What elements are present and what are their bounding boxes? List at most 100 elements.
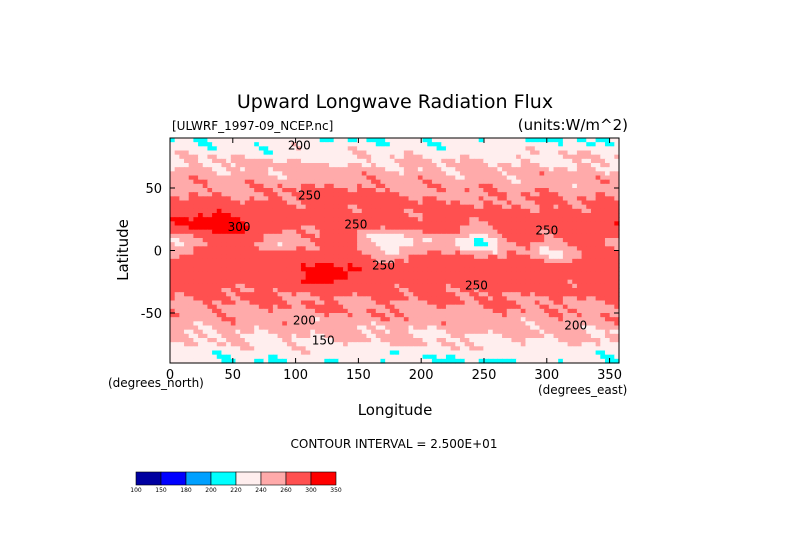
flux-cell [590,254,597,260]
flux-cell [534,263,541,268]
flux-cell [427,138,433,143]
flux-cell [263,146,269,152]
flux-cell [314,283,321,289]
flux-cell [399,208,405,214]
flux-cell [202,225,209,231]
flux-cell [403,188,410,193]
flux-cell [221,275,227,281]
flux-cell [235,196,241,202]
flux-cell [244,204,251,210]
flux-cell [263,283,269,289]
flux-cell [567,308,573,314]
flux-cell [464,171,470,177]
flux-cell [492,158,498,164]
flux-cell [572,179,578,185]
flux-cell [520,229,527,235]
flux-cell [497,233,503,239]
flux-cell [525,296,531,302]
flux-cell [511,321,517,327]
flux-cell [436,325,442,331]
flux-cell [333,225,339,231]
flux-cell [366,167,372,172]
flux-cell [441,192,447,197]
flux-cell [291,142,297,147]
flux-cell [385,225,391,231]
flux-cell [450,296,456,302]
flux-cell [221,271,227,277]
flux-cell [174,171,180,177]
flux-cell [403,163,410,168]
flux-cell [324,321,330,327]
flux-cell [530,275,536,281]
flux-cell [305,146,311,152]
flux-cell [441,271,447,277]
flux-cell [614,350,620,356]
flux-cell [198,200,204,206]
flux-cell [305,350,311,356]
flux-cell [193,313,199,318]
flux-cell [291,150,297,156]
flux-cell [389,183,396,189]
flux-cell [483,246,489,252]
flux-cell [226,217,232,222]
flux-cell [188,292,194,297]
flux-cell [347,163,354,168]
flux-cell [258,308,265,314]
flux-cell [170,279,176,285]
flux-cell [572,208,578,214]
flux-cell [333,308,339,314]
flux-cell [474,304,480,310]
flux-cell [600,283,606,289]
flux-cell [263,204,269,210]
flux-cell [567,217,573,222]
flux-cell [516,246,522,252]
flux-cell [539,304,545,310]
flux-cell [170,304,176,310]
flux-cell [179,208,185,214]
flux-cell [300,275,307,281]
flux-cell [343,217,349,222]
flux-cell [272,333,279,339]
flux-cell [548,279,555,285]
flux-cell [338,175,344,181]
flux-cell [380,350,386,356]
flux-cell [258,333,265,339]
flux-cell [226,246,232,252]
flux-cell [333,329,339,335]
flux-cell [310,296,316,302]
flux-cell [240,275,246,281]
flux-cell [562,325,569,331]
flux-cell [408,304,414,310]
flux-cell [352,221,358,227]
flux-cell [380,254,386,260]
flux-cell [361,204,368,210]
flux-cell [590,304,597,310]
flux-cell [488,342,494,347]
flux-cell [357,238,363,243]
flux-cell [375,250,382,256]
flux-cell [258,204,265,210]
flux-cell [184,308,190,314]
flux-cell [188,163,194,168]
flux-cell [268,175,274,181]
flux-cell [198,225,204,231]
flux-cell [296,263,302,268]
flux-cell [375,204,382,210]
flux-cell [534,200,541,206]
flux-cell [310,188,316,193]
flux-cell [329,233,335,239]
flux-cell [254,233,260,239]
flux-cell [188,171,194,177]
flux-cell [216,146,223,152]
flux-cell [226,150,232,156]
flux-cell [474,350,480,356]
flux-cell [263,292,269,297]
flux-cell [258,192,265,197]
flux-cell [441,179,447,185]
flux-cell [329,267,335,272]
flux-cell [506,213,513,218]
flux-cell [324,263,330,268]
flux-cell [478,238,484,243]
flux-cell [488,146,494,152]
flux-cell [371,221,377,227]
